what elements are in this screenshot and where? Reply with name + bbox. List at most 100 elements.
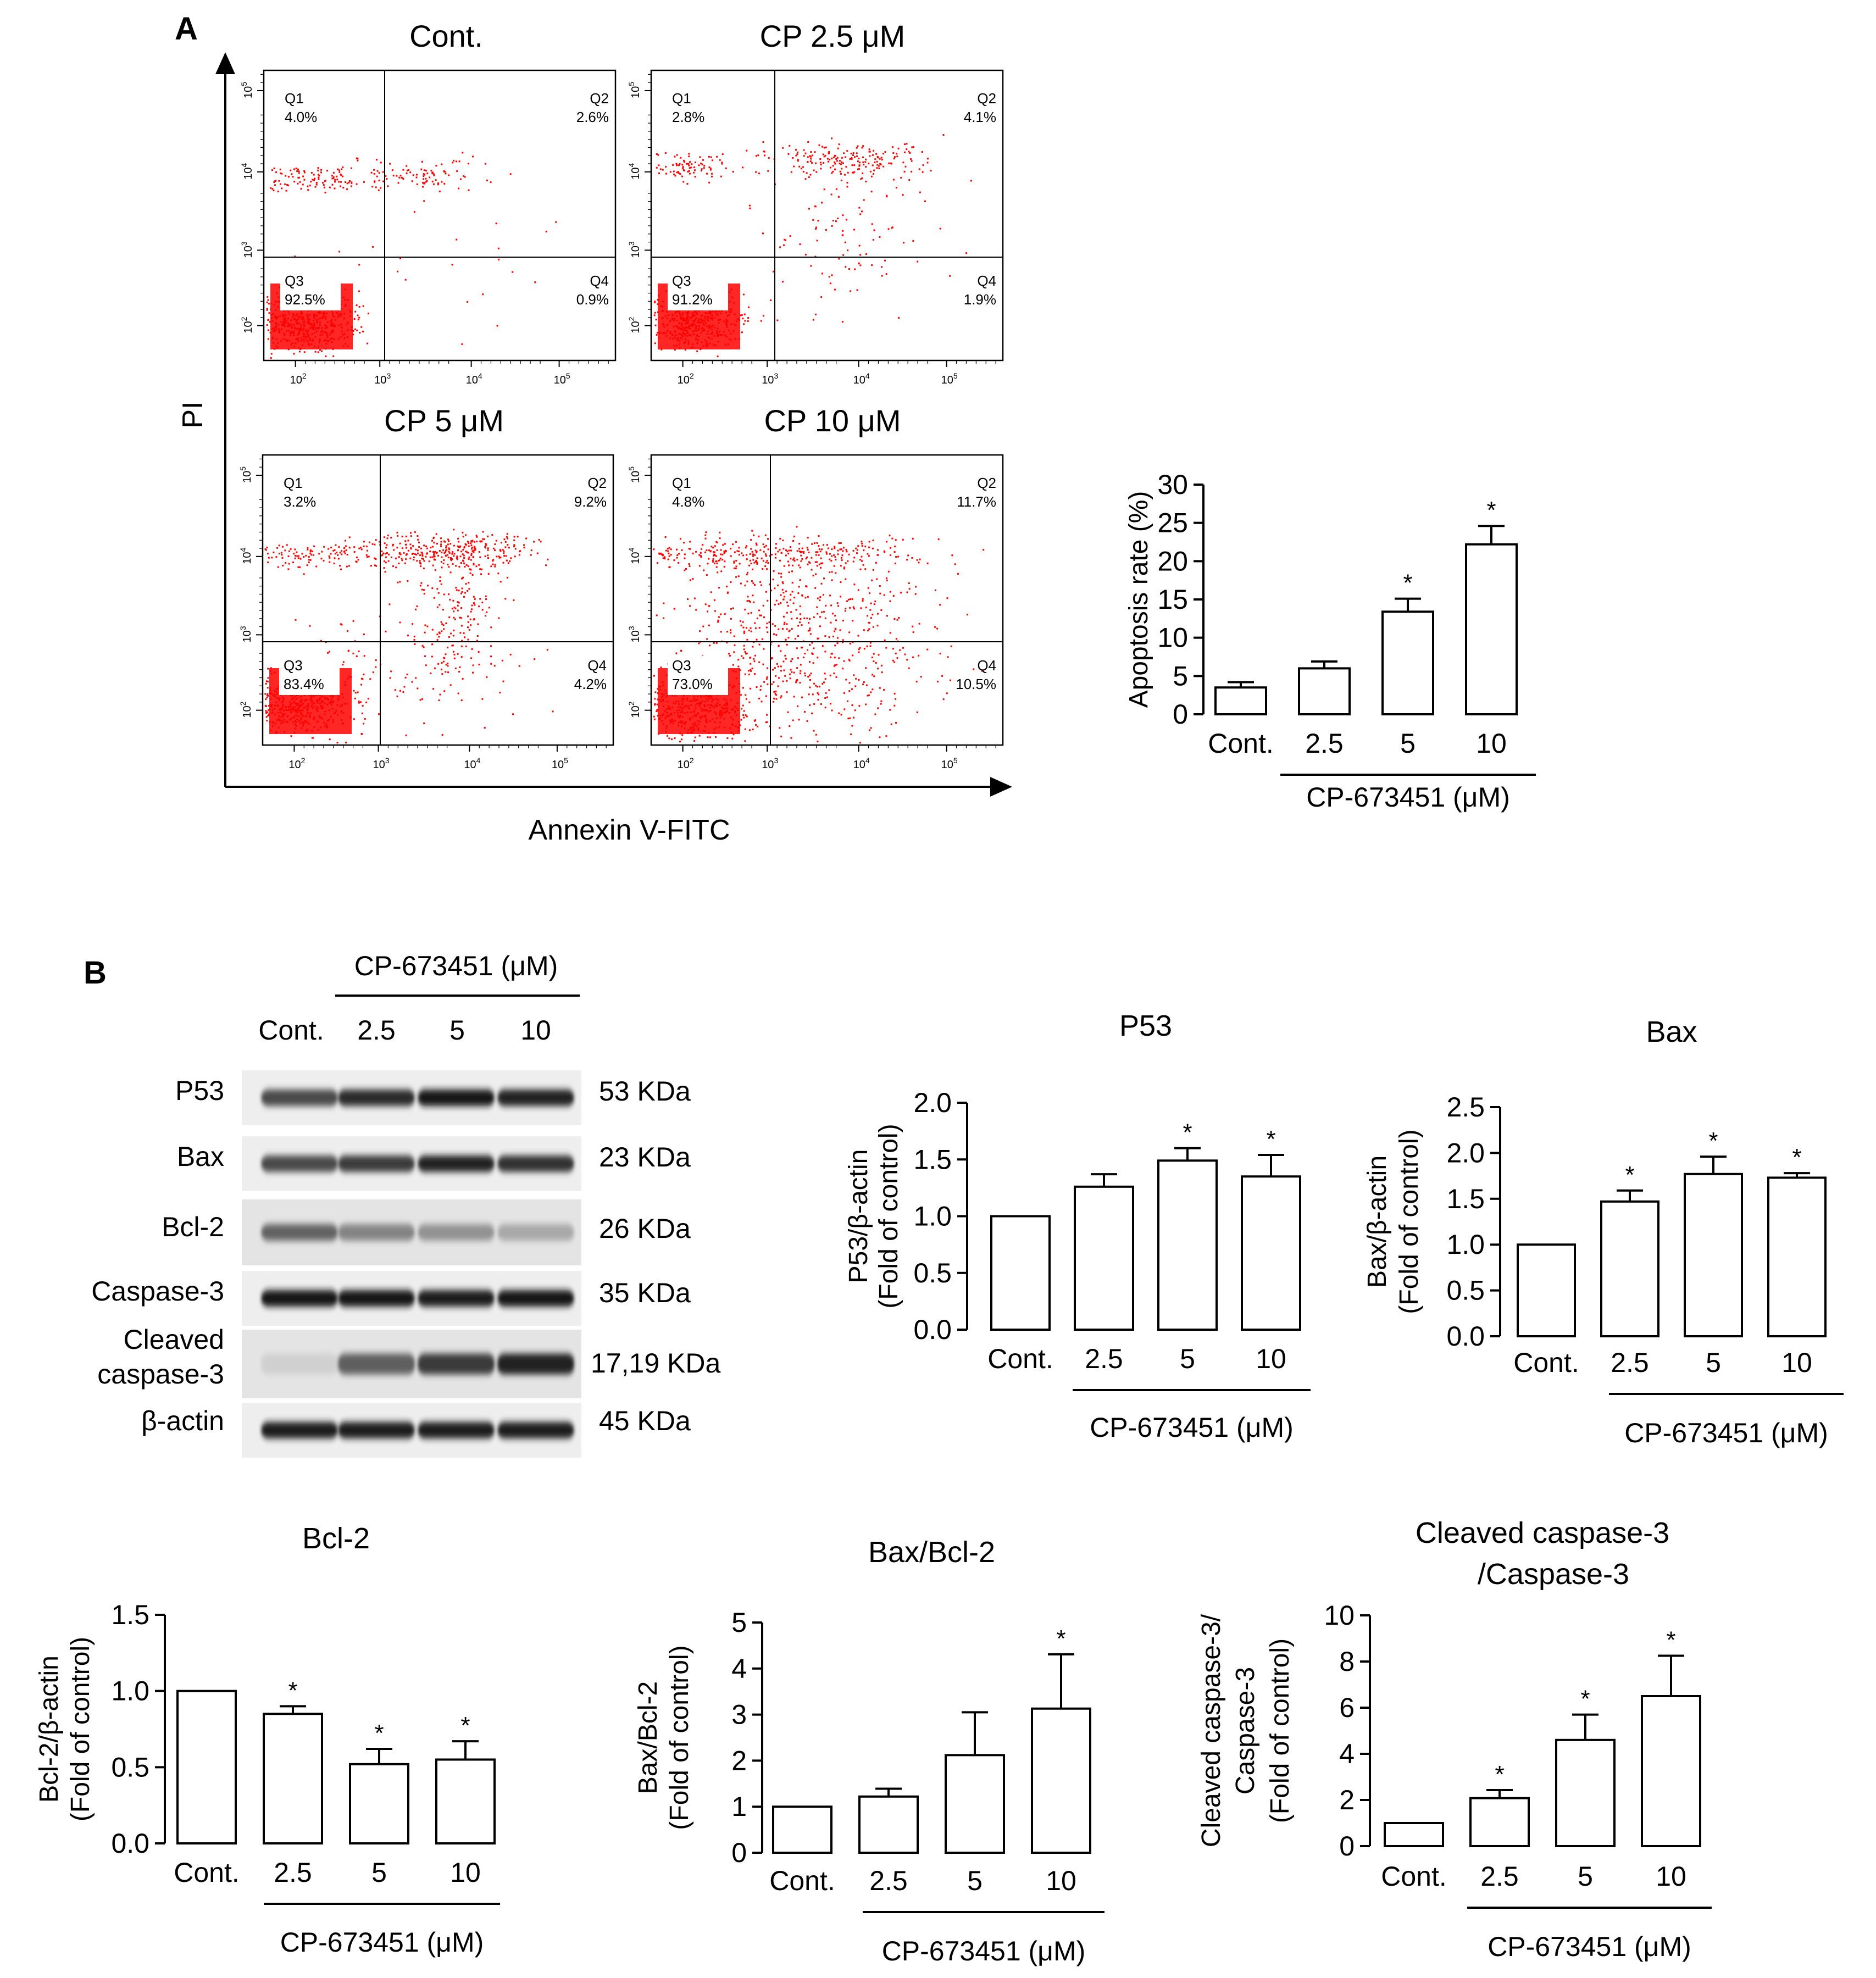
flow-event: [440, 545, 442, 547]
flow-event: [689, 565, 691, 567]
flow-event: [706, 549, 708, 551]
flow-event: [873, 149, 875, 152]
blot-strip: [242, 1271, 581, 1326]
flow-event: [815, 734, 817, 736]
flow-event: [719, 159, 721, 161]
flow-event: [756, 552, 758, 554]
chart-y-tick-label: 10: [1157, 623, 1188, 653]
flow-event: [873, 675, 875, 677]
flow-event: [485, 615, 486, 617]
flow-event: [820, 566, 822, 569]
flow-event: [842, 668, 844, 670]
flow-event: [460, 178, 462, 180]
flow-event: [445, 653, 447, 655]
flow-event: [676, 154, 678, 156]
flow-event: [307, 189, 309, 191]
flow-event: [440, 669, 442, 670]
flow-event: [865, 180, 867, 182]
flow-event: [687, 598, 689, 600]
flow-event: [878, 654, 880, 656]
flow-event: [473, 563, 475, 565]
flow-event: [684, 569, 686, 571]
flow-event: [970, 180, 972, 182]
flow-event: [861, 541, 863, 543]
flow-event: [413, 638, 415, 641]
flow-event: [782, 680, 784, 682]
flow-event: [654, 312, 656, 314]
flow-event: [819, 162, 822, 164]
flow-event: [352, 334, 354, 336]
flow-event: [297, 555, 299, 557]
flow-event: [886, 579, 888, 581]
flow-tick-base: 10: [288, 759, 301, 771]
flow-event: [277, 566, 279, 568]
flow-event: [439, 632, 441, 635]
flow-event: [690, 166, 692, 169]
flow-event: [912, 537, 914, 540]
flow-event: [831, 579, 833, 581]
flow-event: [342, 661, 345, 663]
flow-event: [682, 167, 684, 169]
flow-event: [764, 154, 766, 157]
flow-event: [766, 623, 768, 625]
flow-event: [763, 648, 765, 650]
flow-event: [820, 582, 823, 585]
flow-event: [485, 544, 487, 546]
flow-event: [767, 631, 769, 634]
flow-event: [353, 718, 355, 720]
chart-bar: [1031, 1707, 1091, 1854]
flow-event: [863, 629, 865, 631]
flow-event: [798, 542, 801, 544]
flow-event: [829, 158, 831, 160]
flow-event: [404, 562, 406, 564]
flow-event: [368, 541, 370, 543]
flow-event: [850, 734, 852, 735]
chart-bar: [1214, 686, 1267, 715]
flow-event: [443, 559, 445, 561]
flow-event: [814, 542, 815, 544]
flow-event: [339, 552, 341, 554]
flow-event: [803, 149, 805, 151]
flow-event: [784, 621, 786, 624]
flow-event: [708, 605, 711, 607]
flow-event: [838, 143, 840, 146]
flow-event: [392, 544, 394, 547]
flow-event: [848, 659, 851, 662]
flow-event: [783, 596, 785, 598]
flow-event: [663, 556, 665, 558]
flow-tick-exponent: 5: [238, 466, 247, 471]
flow-event: [849, 642, 851, 644]
flow-event: [469, 572, 471, 574]
chart-y-label: Cleaved caspase-3/: [1197, 1614, 1226, 1847]
flow-event: [818, 535, 820, 537]
flow-event: [973, 668, 975, 670]
flow-event: [397, 182, 399, 184]
flow-event: [756, 638, 758, 641]
flow-event: [398, 552, 401, 554]
flow-event: [419, 585, 421, 587]
flow-event: [911, 146, 913, 148]
flow-event: [790, 669, 792, 671]
flow-event: [490, 626, 492, 629]
flow-event: [716, 549, 718, 551]
flow-tick-base: 10: [242, 246, 254, 258]
flow-event: [439, 190, 441, 192]
flow-event: [495, 540, 497, 542]
flow-event: [852, 654, 854, 657]
flow-event: [823, 147, 825, 149]
flow-event: [412, 545, 414, 547]
chart-y-label-line2: (Fold of control): [874, 1124, 903, 1308]
flow-event: [423, 589, 425, 591]
flow-event: [801, 624, 803, 626]
flow-x-arrow: [990, 777, 1012, 797]
flow-event: [654, 342, 656, 345]
flow-event: [513, 539, 515, 541]
flow-event: [778, 628, 780, 630]
flow-event: [888, 162, 890, 164]
flow-event: [880, 664, 883, 666]
flow-event: [715, 541, 718, 543]
flow-event: [673, 608, 675, 610]
flow-event: [317, 167, 319, 169]
flow-event: [411, 681, 413, 683]
flow-event: [797, 159, 799, 161]
